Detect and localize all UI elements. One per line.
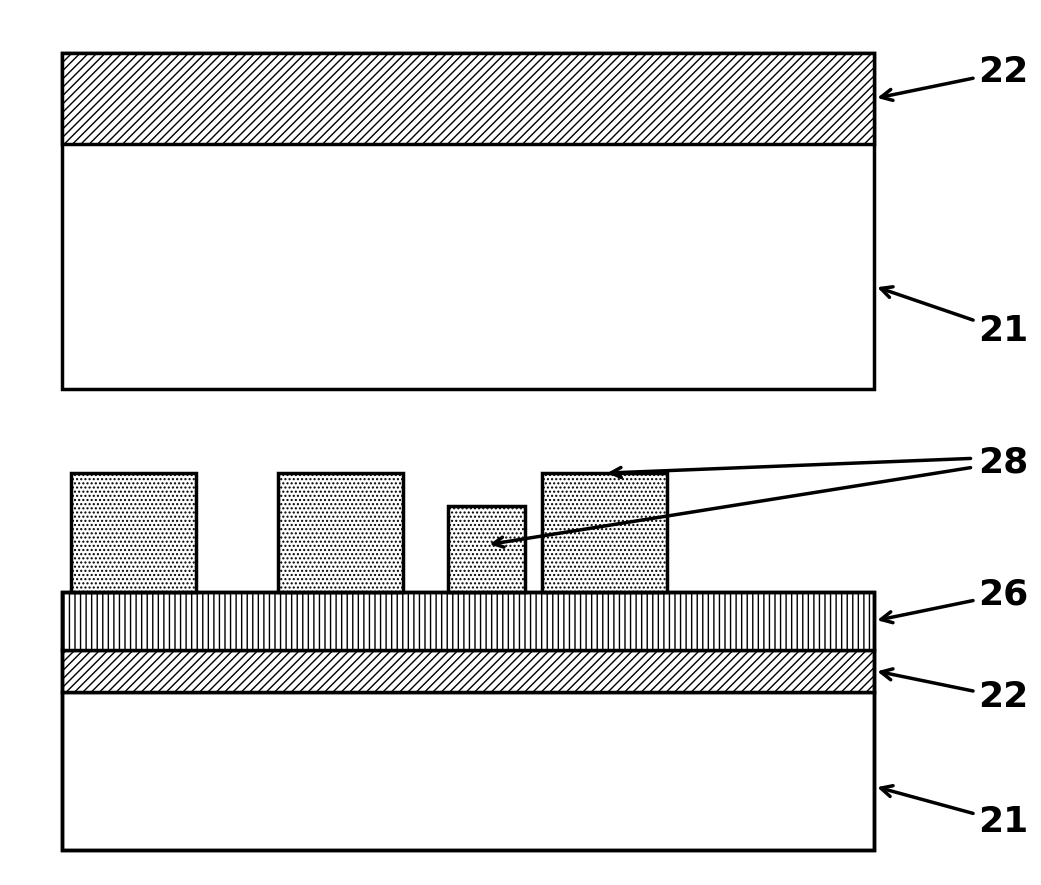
Text: 26: 26 — [881, 577, 1029, 623]
Bar — [62, 53, 874, 144]
Text: 21: 21 — [881, 287, 1029, 348]
Bar — [71, 473, 197, 592]
Text: 22: 22 — [881, 55, 1029, 100]
Text: 21: 21 — [881, 786, 1029, 839]
Bar — [541, 473, 667, 592]
Bar — [62, 691, 874, 850]
Bar — [448, 506, 526, 592]
Text: 22: 22 — [881, 669, 1029, 714]
Bar — [62, 650, 874, 691]
Bar — [62, 592, 874, 850]
Bar — [278, 473, 404, 592]
Text: 28: 28 — [979, 446, 1029, 480]
Bar — [62, 53, 874, 389]
Bar — [62, 592, 874, 650]
